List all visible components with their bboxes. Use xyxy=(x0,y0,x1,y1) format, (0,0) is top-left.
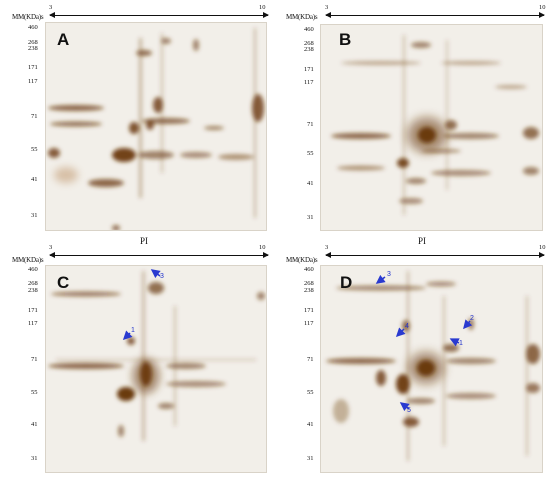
ph-end-label: 10 xyxy=(259,244,266,251)
ph-end-label: 10 xyxy=(539,244,546,251)
mw-tick: 268 xyxy=(28,280,38,287)
mw-tick: 171 xyxy=(304,66,314,73)
mw-tick: 71 xyxy=(31,113,38,120)
gel-image-d xyxy=(320,265,543,473)
mw-tick: 171 xyxy=(28,64,38,71)
mw-axis-label: MM(KDa)s xyxy=(286,13,318,21)
pi-axis-label: PI xyxy=(140,236,149,246)
mw-tick: 117 xyxy=(304,320,314,327)
mw-tick: 71 xyxy=(31,356,38,363)
ph-gradient-arrow xyxy=(49,12,269,18)
ph-start-label: 3 xyxy=(49,4,53,11)
spot-number: 1 xyxy=(131,327,135,334)
spot-number: 2 xyxy=(470,315,474,322)
spot-arrow xyxy=(399,402,410,412)
mw-tick: 41 xyxy=(307,421,314,428)
mw-tick: 31 xyxy=(31,455,38,462)
mw-tick: 71 xyxy=(307,121,314,128)
mw-tick: 460 xyxy=(28,266,38,273)
gel-spots-a xyxy=(48,28,264,230)
mw-tick: 41 xyxy=(31,176,38,183)
mw-tick: 460 xyxy=(28,24,38,31)
panel-letter: D xyxy=(340,273,353,292)
mw-tick: 268 xyxy=(28,39,38,46)
spot-number: 5 xyxy=(407,407,411,414)
ph-start-label: 3 xyxy=(49,244,53,251)
panel-letter: C xyxy=(57,273,70,292)
mw-tick: 71 xyxy=(307,356,314,363)
mw-tick: 117 xyxy=(28,320,38,327)
mw-tick: 171 xyxy=(304,307,314,314)
mw-tick: 238 xyxy=(304,46,314,53)
spot-arrow xyxy=(122,330,133,341)
gel-spots-c xyxy=(48,271,265,441)
ph-start-label: 3 xyxy=(325,244,329,251)
mw-axis-label: MM(KDa)s xyxy=(12,13,44,21)
mw-tick: 238 xyxy=(28,45,38,52)
mw-tick: 460 xyxy=(304,26,314,33)
spot-arrow xyxy=(463,319,473,330)
mw-tick: 41 xyxy=(307,180,314,187)
mw-tick: 238 xyxy=(304,287,314,294)
mw-tick: 117 xyxy=(304,79,314,86)
mw-tick: 460 xyxy=(304,266,314,273)
mw-tick: 238 xyxy=(28,287,38,294)
gel-spots-d xyxy=(326,271,540,461)
pi-axis-label: PI xyxy=(418,236,427,246)
gel-spots-b xyxy=(331,35,539,215)
spot-arrow xyxy=(449,338,460,347)
ph-gradient-arrow xyxy=(325,252,545,258)
mw-tick: 268 xyxy=(304,280,314,287)
ph-start-label: 3 xyxy=(325,4,329,11)
mw-tick: 55 xyxy=(31,146,38,153)
mw-tick: 171 xyxy=(28,307,38,314)
spot-number: 1 xyxy=(459,340,463,347)
mw-tick: 55 xyxy=(307,389,314,396)
spot-number: 3 xyxy=(160,273,164,280)
mw-tick: 268 xyxy=(304,40,314,47)
mw-tick: 55 xyxy=(307,150,314,157)
ph-end-label: 10 xyxy=(539,4,546,11)
mw-tick: 31 xyxy=(31,212,38,219)
spot-arrow xyxy=(375,274,386,284)
mw-tick: 41 xyxy=(31,421,38,428)
ph-gradient-arrow xyxy=(325,12,545,18)
ph-end-label: 10 xyxy=(259,4,266,11)
spot-arrow xyxy=(150,269,161,279)
mw-tick: 31 xyxy=(307,214,314,221)
panel-letter: A xyxy=(57,30,70,49)
mw-axis-label: MM(KDa)s xyxy=(12,256,44,264)
spot-number: 4 xyxy=(405,323,409,330)
panel-letter: B xyxy=(339,30,352,49)
gel-image-a xyxy=(45,22,267,231)
mw-tick: 117 xyxy=(28,78,38,85)
gel-image-b xyxy=(320,24,543,231)
spot-number: 3 xyxy=(387,271,391,278)
mw-axis-label: MM(KDa)s xyxy=(286,256,318,264)
mw-tick: 31 xyxy=(307,455,314,462)
ph-gradient-arrow xyxy=(49,252,269,258)
mw-tick: 55 xyxy=(31,389,38,396)
gel-image-c xyxy=(45,265,267,473)
spot-arrow xyxy=(395,327,406,338)
